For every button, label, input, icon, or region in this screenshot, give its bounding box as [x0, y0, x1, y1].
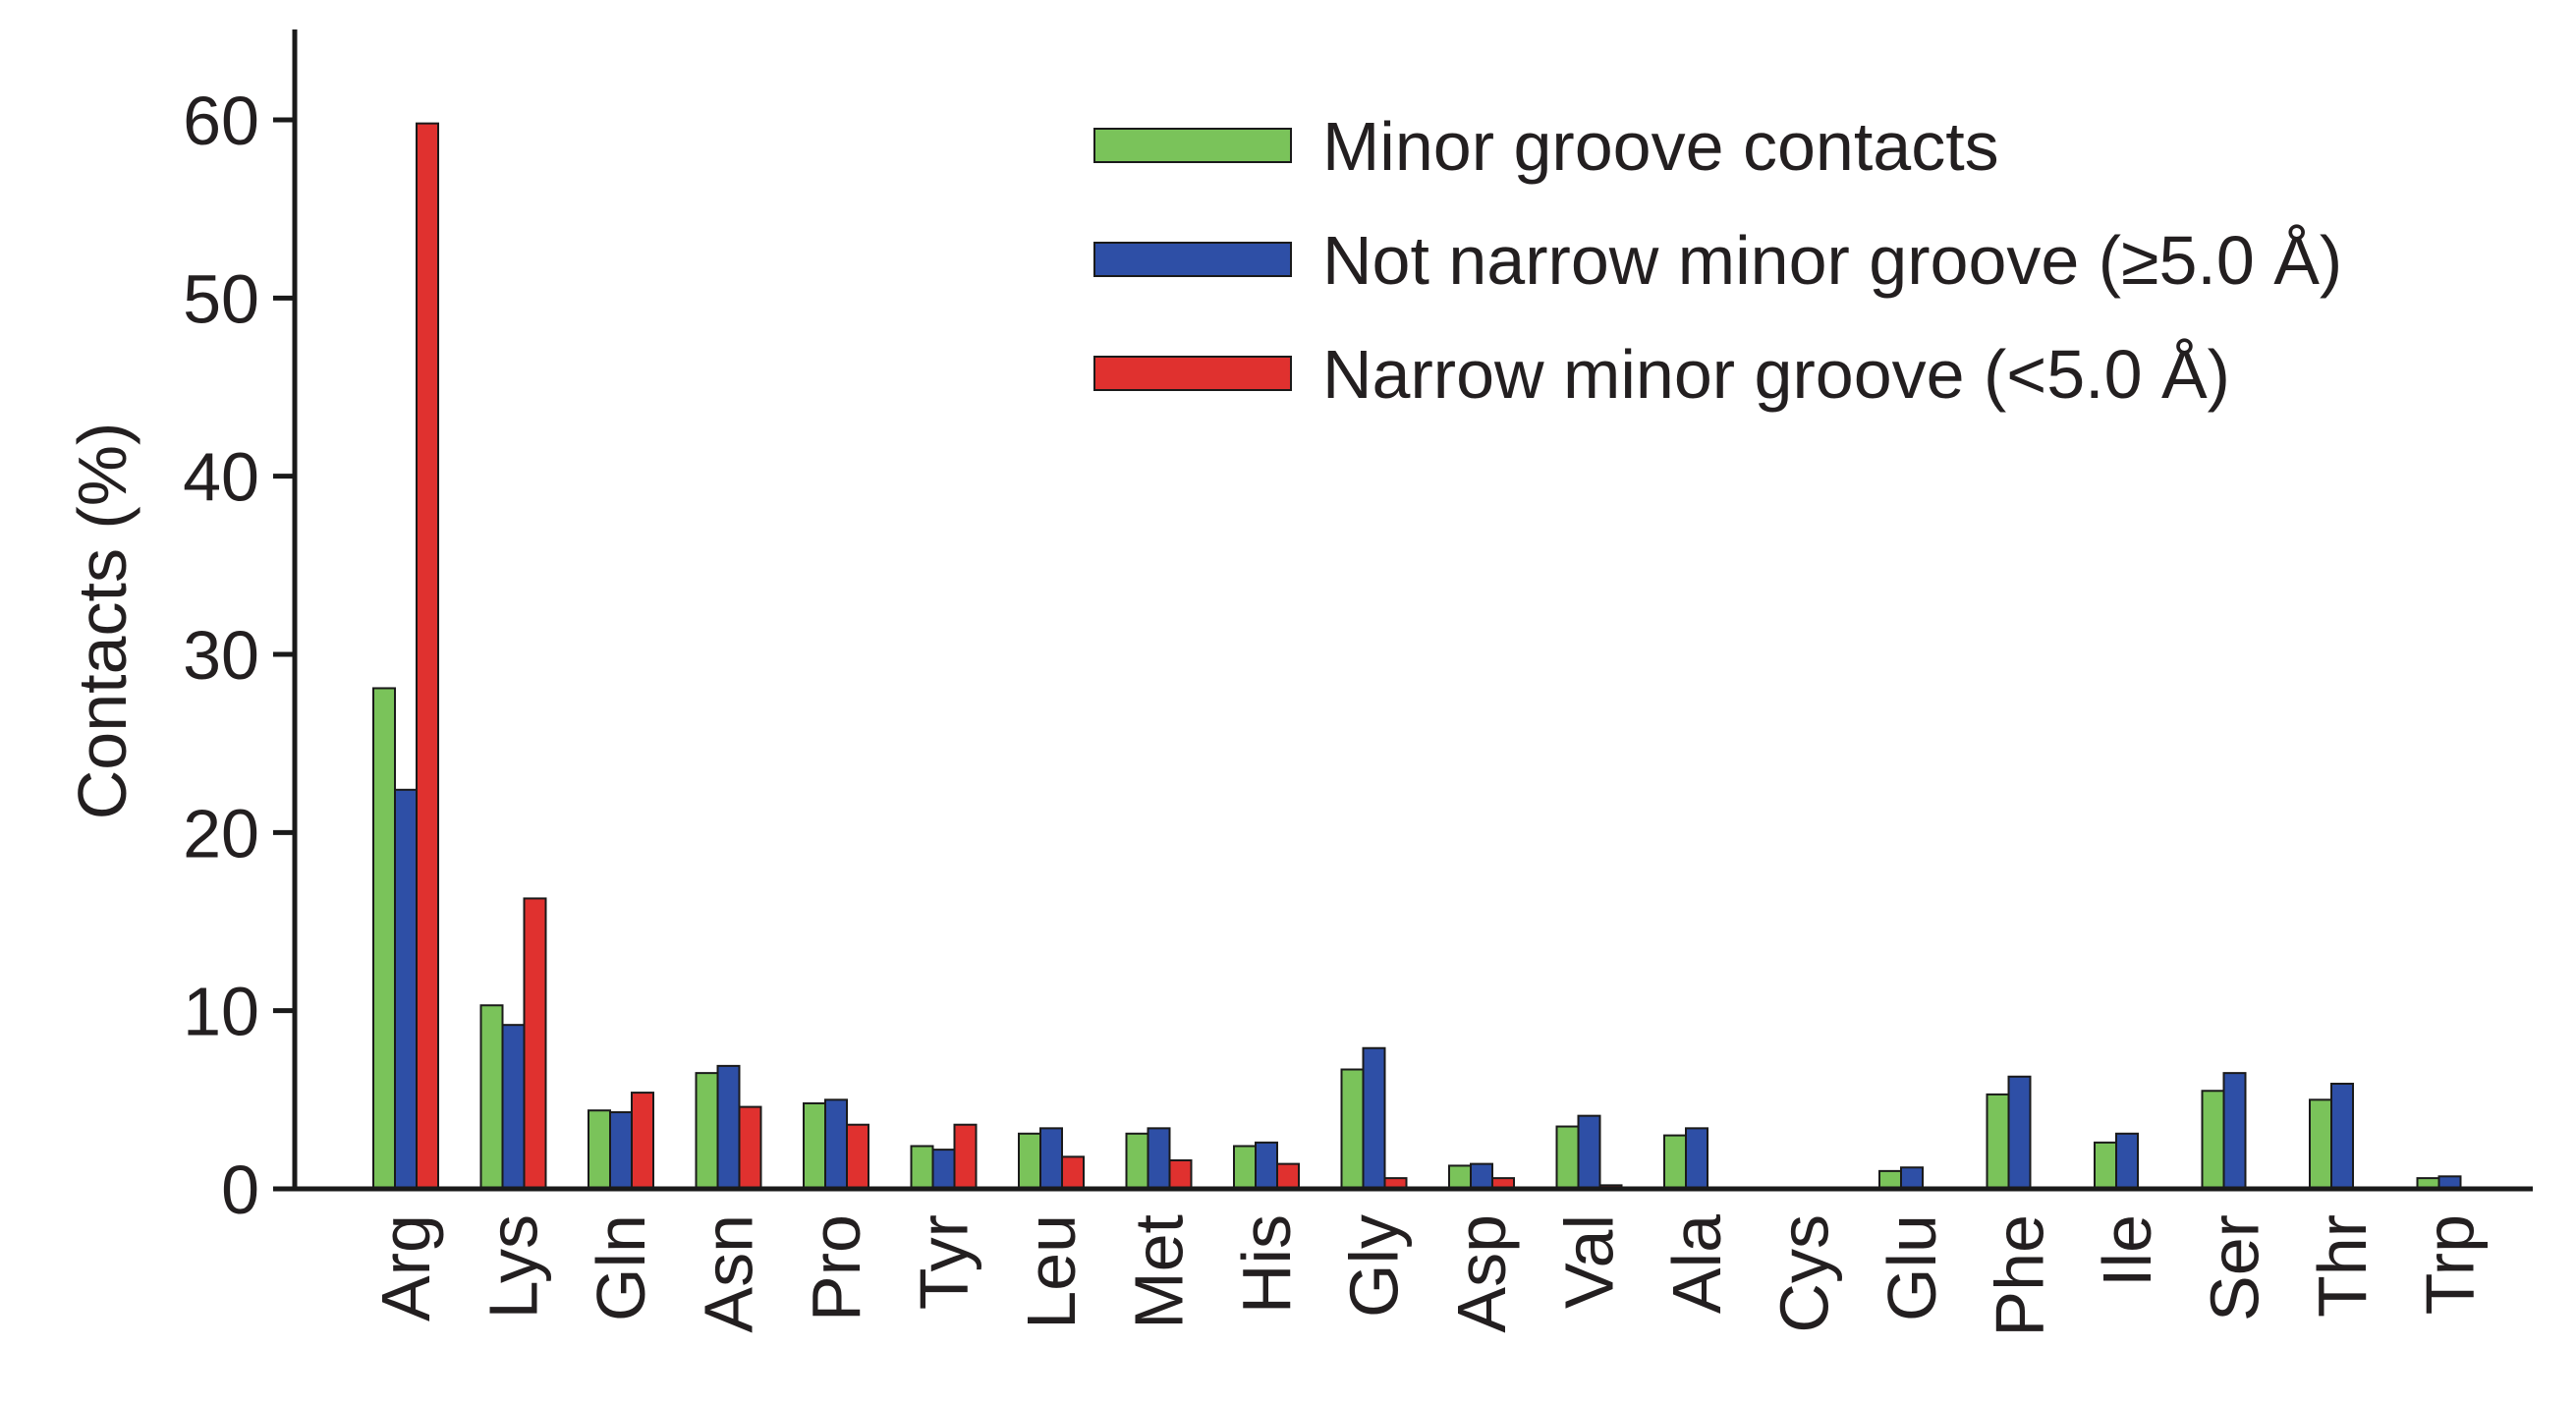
x-tick-label-asp: Asp	[1443, 1214, 1520, 1333]
x-tick-label-met: Met	[1121, 1214, 1198, 1329]
bar-gly-series-1	[1340, 1068, 1365, 1191]
bar-thr-series-2	[2330, 1083, 2354, 1190]
bar-met-series-2	[1147, 1127, 1171, 1191]
bar-lys-series-2	[501, 1024, 526, 1190]
bar-gln-series-1	[588, 1109, 611, 1191]
y-tick-label-50: 50	[183, 260, 259, 337]
bar-pro-series-3	[846, 1123, 869, 1190]
y-tick-label-60: 60	[183, 83, 259, 159]
bar-ser-series-1	[2201, 1090, 2225, 1191]
bar-gln-series-3	[631, 1092, 654, 1190]
x-tick-label-phe: Phe	[1982, 1214, 2058, 1337]
bar-leu-series-3	[1061, 1155, 1085, 1190]
bar-arg-series-1	[372, 687, 396, 1190]
legend: Minor groove contacts Not narrow minor gr…	[1093, 108, 2342, 413]
x-tick-label-trp: Trp	[2412, 1214, 2489, 1315]
x-tick-label-thr: Thr	[2304, 1214, 2380, 1318]
x-tick-label-arg: Arg	[367, 1214, 444, 1321]
bar-his-series-2	[1255, 1141, 1278, 1191]
bar-glu-series-2	[1900, 1166, 1924, 1190]
bar-pro-series-2	[824, 1098, 848, 1191]
x-axis: Arg Lys Gln Asn Pro Tyr Leu Met His Gly Asp Val Ala C…	[295, 1186, 2533, 1337]
bar-asp-series-1	[1448, 1164, 1472, 1190]
x-tick-label-ser: Ser	[2197, 1214, 2273, 1321]
bar-ala-series-1	[1663, 1134, 1687, 1190]
bar-tyr-series-1	[910, 1145, 934, 1190]
bar-leu-series-1	[1018, 1132, 1041, 1190]
bar-gln-series-2	[609, 1111, 633, 1190]
x-tick-label-gln: Gln	[583, 1214, 659, 1321]
bar-asn-series-1	[695, 1072, 719, 1190]
bar-thr-series-1	[2309, 1098, 2332, 1191]
x-tick-label-tyr: Tyr	[906, 1214, 982, 1310]
x-tick-label-gly: Gly	[1336, 1214, 1413, 1318]
legend-label-1: Minor groove contacts	[1322, 108, 1999, 185]
bar-phe-series-1	[1986, 1093, 2010, 1190]
y-axis-title: Contacts (%)	[64, 422, 140, 820]
bars-group	[372, 122, 2462, 1191]
x-tick-label-val: Val	[1551, 1214, 1628, 1309]
bar-ile-series-1	[2094, 1141, 2117, 1191]
bar-arg-series-3	[416, 122, 439, 1190]
bar-glu-series-1	[1878, 1169, 1902, 1191]
bar-ile-series-2	[2115, 1132, 2139, 1190]
bar-leu-series-2	[1039, 1127, 1063, 1191]
legend-swatch-3	[1093, 356, 1292, 391]
x-tick-label-cys: Cys	[1766, 1214, 1843, 1333]
legend-swatch-1	[1093, 128, 1292, 163]
y-tick-label-10: 10	[183, 974, 259, 1050]
bar-asn-series-2	[716, 1064, 741, 1191]
legend-label-3: Narrow minor groove (<5.0 Å)	[1322, 336, 2230, 413]
y-axis: 0 10 20 30 40 50 60	[183, 29, 298, 1228]
bar-val-series-1	[1555, 1125, 1580, 1190]
bar-ala-series-2	[1685, 1127, 1708, 1191]
bar-arg-series-2	[394, 788, 418, 1191]
y-tick-label-0: 0	[221, 1152, 259, 1228]
y-tick-label-30: 30	[183, 617, 259, 694]
bar-lys-series-3	[523, 897, 547, 1191]
x-tick-label-pro: Pro	[798, 1214, 874, 1321]
y-tick-label-20: 20	[183, 795, 259, 871]
x-tick-label-ile: Ile	[2089, 1214, 2165, 1287]
bar-met-series-1	[1125, 1132, 1149, 1190]
legend-label-2: Not narrow minor groove (≥5.0 Å)	[1322, 222, 2342, 299]
x-tick-label-lys: Lys	[476, 1214, 552, 1319]
bar-his-series-3	[1276, 1162, 1300, 1190]
bar-his-series-1	[1233, 1145, 1257, 1190]
x-tick-label-asn: Asn	[691, 1214, 767, 1333]
bar-ser-series-2	[2222, 1072, 2247, 1190]
bar-tyr-series-3	[953, 1123, 978, 1190]
bar-gly-series-2	[1362, 1046, 1386, 1191]
bar-met-series-3	[1168, 1158, 1193, 1191]
bar-pro-series-1	[803, 1101, 826, 1190]
legend-swatch-2	[1093, 242, 1292, 277]
x-tick-label-his: His	[1228, 1214, 1305, 1314]
bar-tyr-series-2	[931, 1149, 956, 1191]
bar-asn-series-3	[738, 1105, 762, 1190]
bar-asp-series-2	[1470, 1162, 1493, 1190]
x-tick-label-ala: Ala	[1658, 1214, 1735, 1314]
bar-phe-series-2	[2007, 1075, 2032, 1191]
x-tick-label-leu: Leu	[1013, 1214, 1090, 1329]
y-tick-label-40: 40	[183, 439, 259, 516]
x-tick-label-glu: Glu	[1874, 1214, 1950, 1321]
bar-lys-series-1	[479, 1004, 504, 1191]
bar-val-series-2	[1577, 1114, 1601, 1190]
